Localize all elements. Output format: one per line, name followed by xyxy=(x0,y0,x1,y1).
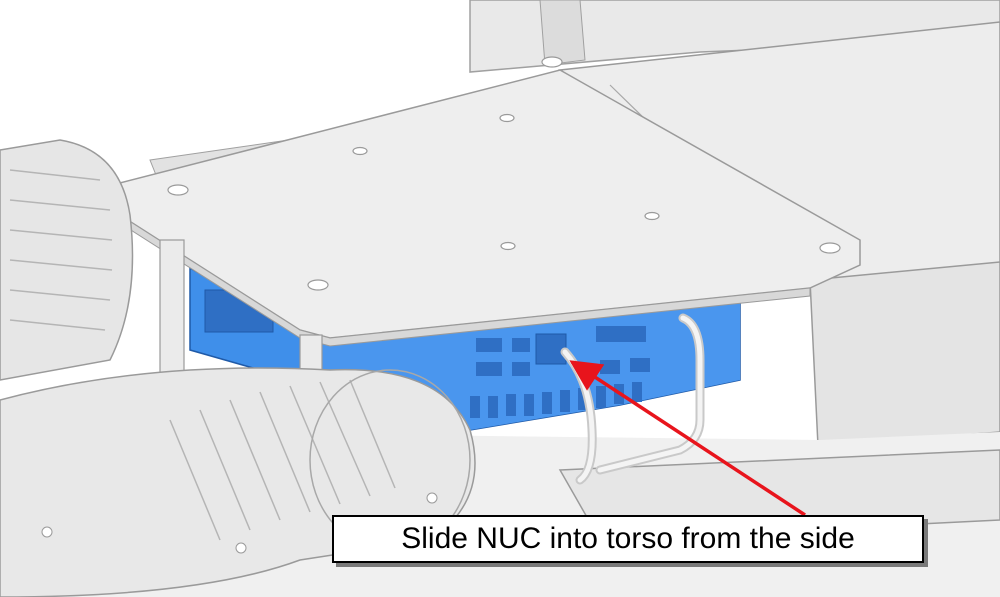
upper-left-actuator xyxy=(0,139,134,381)
callout-arrow xyxy=(569,360,806,517)
callout-box: Slide NUC into torso from the side xyxy=(332,515,924,563)
callout-label: Slide NUC into torso from the side xyxy=(401,522,855,555)
upper-tube xyxy=(469,0,1000,73)
